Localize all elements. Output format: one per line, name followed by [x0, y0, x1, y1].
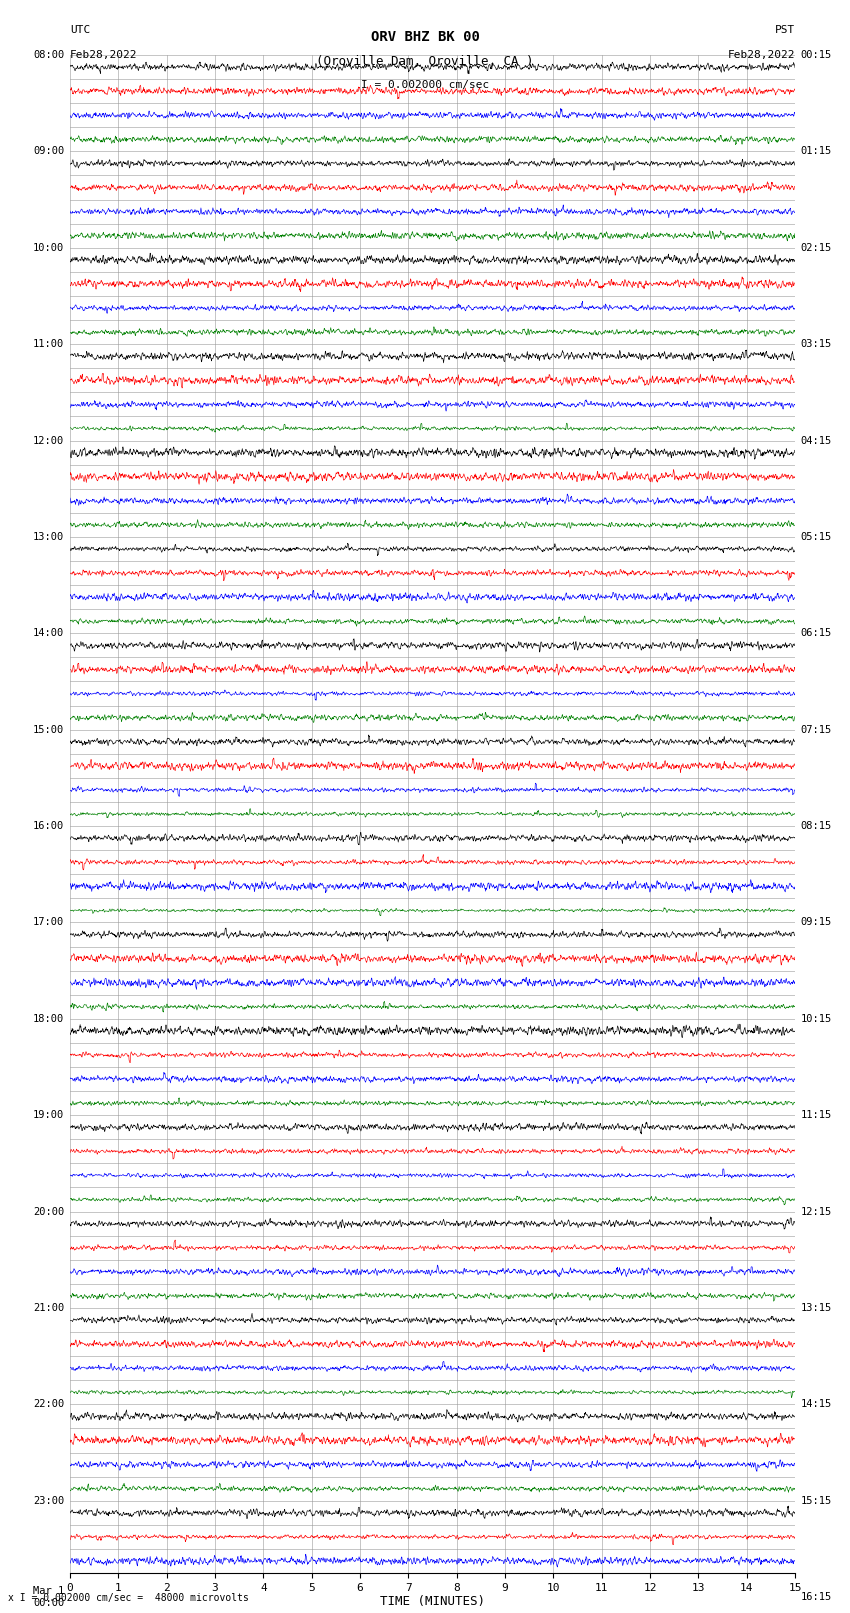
Text: 11:00: 11:00 — [33, 339, 65, 348]
Text: Feb28,2022: Feb28,2022 — [70, 50, 138, 60]
Text: 08:00: 08:00 — [33, 50, 65, 60]
Text: 05:15: 05:15 — [801, 532, 832, 542]
Text: 10:15: 10:15 — [801, 1015, 832, 1024]
X-axis label: TIME (MINUTES): TIME (MINUTES) — [380, 1595, 485, 1608]
Text: 16:00: 16:00 — [33, 821, 65, 831]
Text: 10:00: 10:00 — [33, 244, 65, 253]
Text: 20:00: 20:00 — [33, 1207, 65, 1216]
Text: 03:15: 03:15 — [801, 339, 832, 348]
Text: Mar 1
00:00: Mar 1 00:00 — [33, 1586, 65, 1608]
Text: Feb28,2022: Feb28,2022 — [728, 50, 795, 60]
Text: 07:15: 07:15 — [801, 724, 832, 734]
Text: 01:15: 01:15 — [801, 147, 832, 156]
Text: 06:15: 06:15 — [801, 629, 832, 639]
Text: PST: PST — [774, 26, 795, 35]
Text: 04:15: 04:15 — [801, 436, 832, 445]
Text: 09:15: 09:15 — [801, 918, 832, 927]
Text: 18:00: 18:00 — [33, 1015, 65, 1024]
Text: 22:00: 22:00 — [33, 1400, 65, 1410]
Text: UTC: UTC — [70, 26, 90, 35]
Text: 16:15: 16:15 — [801, 1592, 832, 1602]
Text: 23:00: 23:00 — [33, 1495, 65, 1505]
Text: 14:15: 14:15 — [801, 1400, 832, 1410]
Text: 12:15: 12:15 — [801, 1207, 832, 1216]
Text: 12:00: 12:00 — [33, 436, 65, 445]
Text: 00:15: 00:15 — [801, 50, 832, 60]
Text: 14:00: 14:00 — [33, 629, 65, 639]
Text: 15:00: 15:00 — [33, 724, 65, 734]
Text: 21:00: 21:00 — [33, 1303, 65, 1313]
Text: I = 0.002000 cm/sec: I = 0.002000 cm/sec — [361, 81, 489, 90]
Text: 02:15: 02:15 — [801, 244, 832, 253]
Text: 19:00: 19:00 — [33, 1110, 65, 1119]
Text: 09:00: 09:00 — [33, 147, 65, 156]
Text: ORV BHZ BK 00: ORV BHZ BK 00 — [371, 29, 479, 44]
Text: 13:15: 13:15 — [801, 1303, 832, 1313]
Text: 11:15: 11:15 — [801, 1110, 832, 1119]
Text: (Oroville Dam, Oroville, CA ): (Oroville Dam, Oroville, CA ) — [316, 55, 534, 68]
Text: x I = 0.002000 cm/sec =  48000 microvolts: x I = 0.002000 cm/sec = 48000 microvolts — [8, 1594, 249, 1603]
Text: 08:15: 08:15 — [801, 821, 832, 831]
Text: 15:15: 15:15 — [801, 1495, 832, 1505]
Text: 13:00: 13:00 — [33, 532, 65, 542]
Text: 17:00: 17:00 — [33, 918, 65, 927]
